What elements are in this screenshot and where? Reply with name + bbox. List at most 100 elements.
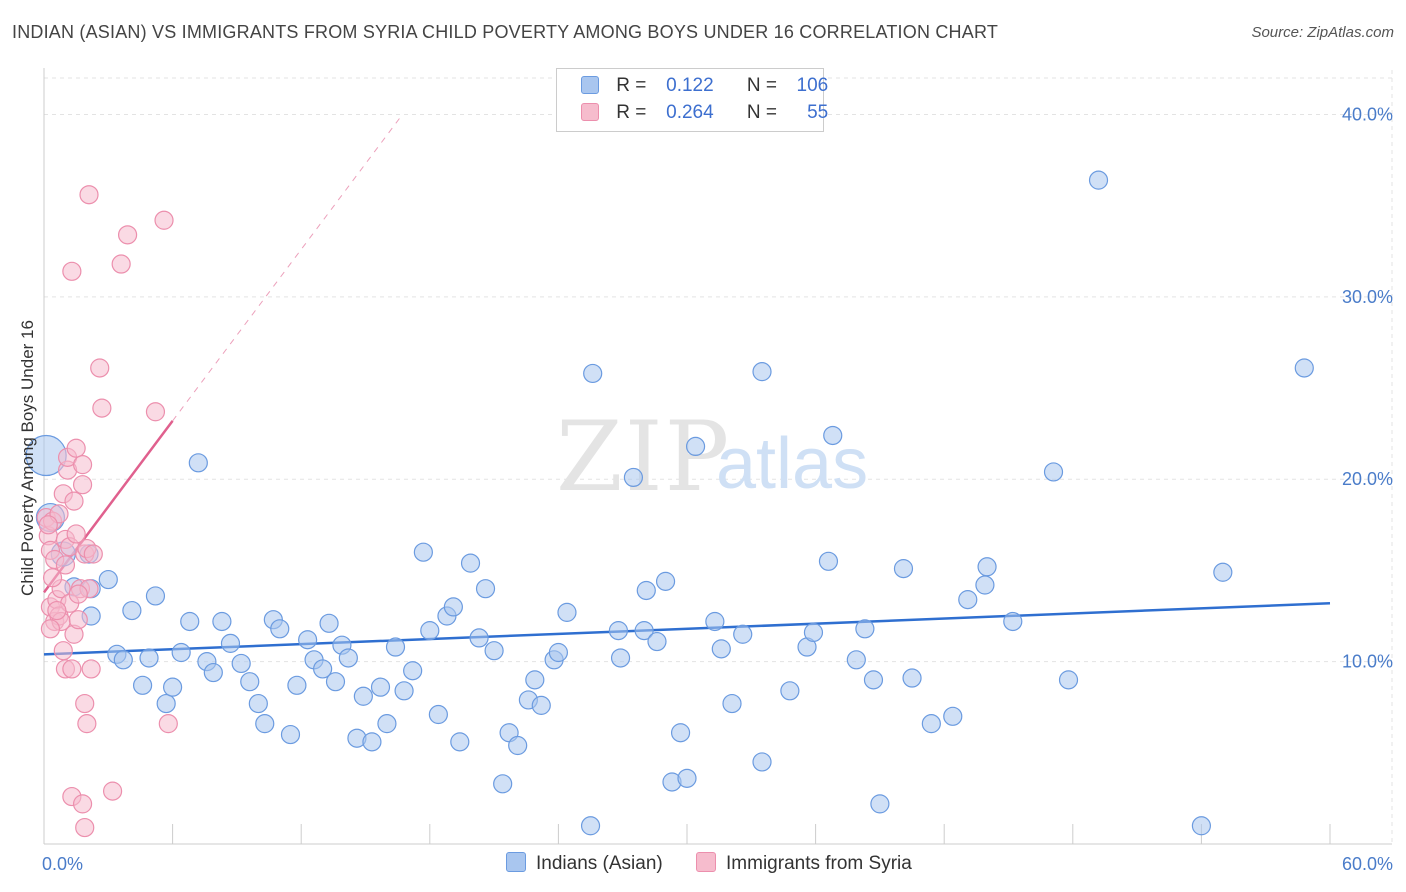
legend-r-value: 0.122 — [666, 75, 714, 96]
y-axis-label: Child Poverty Among Boys Under 16 — [18, 320, 37, 596]
point-indians — [943, 706, 963, 726]
point-syria — [111, 254, 131, 274]
point-indians — [385, 637, 406, 657]
point-syria — [77, 714, 97, 734]
point-indians — [413, 542, 433, 562]
point-indians — [338, 648, 358, 668]
point-indians — [677, 768, 697, 788]
point-indians — [420, 621, 440, 641]
point-indians — [1088, 170, 1109, 190]
point-syria — [47, 600, 67, 621]
point-indians — [548, 642, 569, 663]
point-indians — [977, 557, 997, 577]
point-indians — [377, 714, 397, 734]
legend-swatch-blue — [506, 852, 526, 872]
point-indians — [846, 650, 866, 670]
point-indians — [212, 611, 232, 632]
point-indians — [610, 648, 631, 668]
legend-item-indians: Indians (Asian) — [506, 852, 663, 875]
watermark: ZIP atlas — [556, 401, 868, 513]
point-indians — [525, 670, 545, 690]
point-indians — [248, 693, 268, 714]
point-syria — [92, 398, 112, 418]
legend-r-label: R = — [616, 102, 647, 123]
grid-lines — [44, 70, 1393, 844]
point-indians — [958, 590, 978, 610]
point-indians — [428, 704, 448, 725]
point-indians — [1294, 358, 1314, 378]
point-indians — [855, 619, 875, 639]
point-indians — [508, 735, 528, 756]
point-indians — [733, 624, 753, 644]
legend-n-label: N = — [746, 102, 777, 123]
point-syria — [72, 475, 93, 495]
point-indians — [460, 553, 481, 573]
point-syria — [102, 781, 123, 801]
point-syria — [38, 515, 58, 535]
point-indians — [469, 628, 489, 648]
legend-r-label: R = — [616, 75, 647, 96]
point-indians — [313, 659, 333, 679]
point-syria — [72, 794, 93, 814]
legend-n-value: 55 — [807, 102, 829, 123]
point-syria — [72, 455, 93, 475]
trend-line-indians — [43, 602, 1331, 656]
tick-labels: 10.0% 20.0% 30.0% 40.0% 0.0% 60.0% — [42, 104, 1393, 874]
point-syria — [68, 610, 88, 630]
point-indians — [171, 642, 191, 663]
point-indians — [685, 436, 706, 457]
point-indians — [608, 621, 629, 641]
point-indians — [902, 668, 922, 688]
point-syria — [64, 491, 84, 511]
point-indians — [752, 362, 772, 382]
point-indians — [893, 559, 914, 579]
point-indians — [325, 672, 346, 692]
point-syria — [145, 402, 166, 422]
point-indians — [1213, 562, 1233, 582]
legend-swatch-blue — [581, 76, 599, 94]
point-indians — [823, 425, 843, 446]
point-indians — [370, 677, 391, 697]
point-syria — [154, 210, 174, 230]
point-indians — [403, 661, 423, 681]
point-syria — [40, 619, 61, 639]
point-indians — [394, 681, 414, 701]
series-legend: Indians (Asian) Immigrants from Syria — [506, 852, 940, 875]
point-indians — [921, 714, 941, 734]
point-syria — [62, 659, 82, 679]
point-syria — [66, 524, 86, 544]
point-syria — [62, 261, 82, 281]
legend-row-syria: R = 0.264 N = 55 — [581, 102, 828, 126]
point-indians — [722, 693, 742, 714]
legend-label-syria: Immigrants from Syria — [726, 853, 912, 874]
point-indians — [705, 611, 725, 632]
watermark-zip: ZIP — [556, 401, 731, 513]
point-indians — [1191, 816, 1212, 836]
point-syria — [90, 358, 110, 378]
point-indians — [670, 723, 691, 743]
y-tick-label: 10.0% — [1342, 652, 1393, 672]
point-indians — [580, 816, 601, 836]
point-indians — [122, 600, 142, 621]
point-indians — [484, 641, 504, 661]
point-indians — [531, 695, 551, 715]
point-syria — [75, 817, 95, 838]
point-indians — [98, 569, 118, 590]
point-indians — [203, 662, 223, 683]
stats-legend: R = 0.122 N = 106 R = 0.264 N = 55 — [556, 68, 828, 132]
point-syria — [158, 714, 178, 734]
point-indians — [287, 675, 307, 695]
legend-row-indians: R = 0.122 N = 106 — [581, 75, 828, 99]
point-syria — [83, 544, 103, 564]
point-indians — [145, 586, 166, 606]
point-syria — [66, 438, 86, 458]
legend-swatch-pink — [581, 103, 599, 121]
y-tick-label: 40.0% — [1342, 104, 1393, 124]
point-indians — [132, 675, 153, 695]
x-tick-label: 60.0% — [1342, 854, 1393, 874]
point-indians — [493, 774, 513, 794]
trend-lines — [43, 114, 1331, 656]
point-indians — [818, 551, 839, 571]
point-syria — [68, 584, 88, 604]
point-indians — [655, 571, 676, 591]
